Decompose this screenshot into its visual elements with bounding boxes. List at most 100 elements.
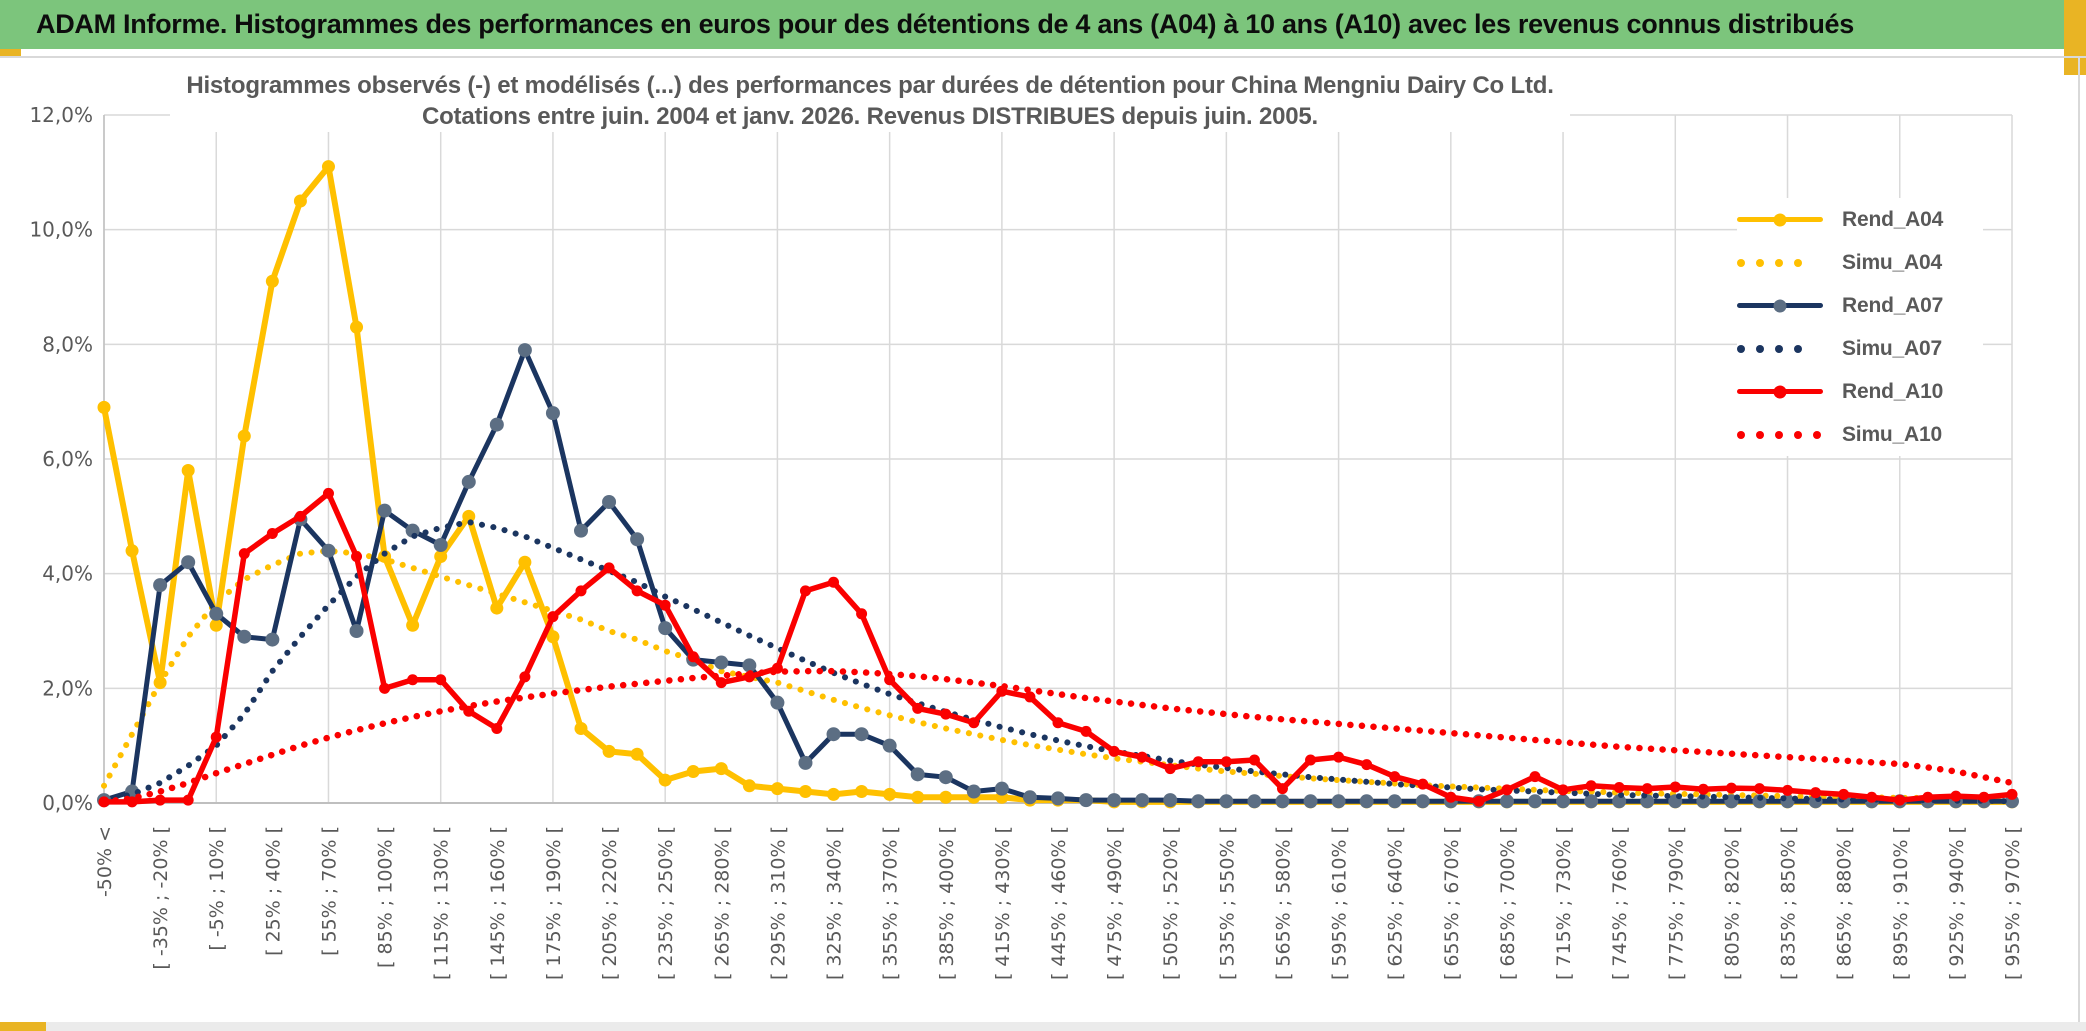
series-marker-rend_a10 <box>407 674 419 686</box>
series-marker-rend_a10 <box>1080 725 1092 737</box>
series-marker-rend_a07 <box>321 543 336 558</box>
series-marker-rend_a10 <box>322 487 334 499</box>
x-axis-label: [ 355% ; 370% [ <box>880 826 902 980</box>
legend-item-simu_a07[interactable]: Simu_A07 <box>1737 327 1983 370</box>
series-marker-rend_a07 <box>630 532 645 547</box>
series-marker-rend_a07 <box>1107 793 1122 808</box>
series-marker-rend_a10 <box>1669 781 1681 793</box>
chart-legend: Rend_A04 Simu_A04 Rend_A07 Simu_A07 Rend_A10… <box>1737 198 1983 456</box>
series-marker-rend_a10 <box>715 677 727 689</box>
series-marker-rend_a10 <box>491 722 503 734</box>
x-axis-label: [ 25% ; 40% [ <box>262 826 284 956</box>
legend-line-icon <box>1737 299 1832 312</box>
series-marker-rend_a07 <box>377 503 392 518</box>
series-marker-rend_a07 <box>826 727 841 742</box>
series-marker-rend_a10 <box>1529 771 1541 783</box>
series-marker-rend_a10 <box>828 576 840 588</box>
series-marker-rend_a10 <box>1108 745 1120 757</box>
x-axis-label: [ 175% ; 190% [ <box>543 826 565 980</box>
series-marker-rend_a04 <box>827 787 841 801</box>
series-marker-rend_a07 <box>517 343 532 358</box>
series-marker-rend_a07 <box>1051 791 1065 806</box>
series-marker-rend_a07 <box>1022 790 1037 805</box>
series-marker-rend_a07 <box>602 495 617 509</box>
series-marker-rend_a07 <box>966 784 981 799</box>
series-marker-rend_a10 <box>1753 783 1765 795</box>
series-marker-rend_a10 <box>912 702 924 714</box>
series-marker-rend_a07 <box>1556 794 1571 809</box>
x-axis-label: [ 565% ; 580% [ <box>1272 826 1294 980</box>
x-axis-label: -50% < <box>94 826 116 897</box>
legend-item-simu_a10[interactable]: Simu_A10 <box>1737 413 1983 456</box>
series-marker-rend_a04 <box>237 429 251 443</box>
horizontal-scrollbar-thumb[interactable] <box>0 1022 46 1031</box>
series-marker-rend_a10 <box>1248 754 1260 766</box>
series-marker-rend_a07 <box>1528 794 1542 809</box>
x-axis-label: [ 895% ; 910% [ <box>1890 826 1912 980</box>
legend-dots-icon <box>1737 344 1832 353</box>
legend-item-rend_a04[interactable]: Rend_A04 <box>1737 198 1983 241</box>
y-axis-label: 10,0% <box>29 218 93 242</box>
x-axis-label: [ 775% ; 790% [ <box>1665 826 1687 980</box>
series-marker-rend_a10 <box>1894 794 1906 806</box>
series-marker-rend_a10 <box>1136 751 1148 763</box>
legend-dots-icon <box>1737 258 1832 267</box>
series-marker-rend_a04 <box>321 160 335 174</box>
series-marker-rend_a04 <box>293 194 307 208</box>
x-axis-label: [ 85% ; 100% [ <box>375 826 397 968</box>
series-marker-rend_a07 <box>742 658 757 673</box>
series-marker-rend_a10 <box>856 608 868 620</box>
series-marker-rend_a04 <box>462 509 476 523</box>
series-marker-rend_a07 <box>658 621 673 636</box>
series-marker-rend_a10 <box>1697 783 1709 795</box>
y-axis-label: 8,0% <box>42 332 93 356</box>
x-axis-label: [ 205% ; 220% [ <box>599 826 621 980</box>
legend-item-rend_a07[interactable]: Rend_A07 <box>1737 284 1983 327</box>
series-marker-rend_a07 <box>1303 794 1318 809</box>
series-marker-rend_a07 <box>798 755 813 770</box>
series-marker-rend_a04 <box>939 790 953 804</box>
x-axis-label: [ 745% ; 760% [ <box>1609 826 1631 980</box>
legend-item-simu_a04[interactable]: Simu_A04 <box>1737 241 1983 284</box>
series-marker-rend_a07 <box>461 474 476 489</box>
series-marker-rend_a04 <box>855 785 869 799</box>
legend-label: Simu_A07 <box>1842 336 1942 360</box>
x-axis-label: [ -35% ; -20% [ <box>150 826 172 970</box>
series-marker-rend_a07 <box>265 632 280 647</box>
horizontal-scrollbar-track[interactable] <box>0 1022 2086 1031</box>
series-marker-rend_a04 <box>602 744 616 758</box>
x-axis-label: [ 685% ; 700% [ <box>1497 826 1519 980</box>
series-marker-rend_a10 <box>1810 787 1822 799</box>
series-marker-rend_a07 <box>1219 794 1234 809</box>
series-marker-rend_a10 <box>799 585 811 597</box>
series-dotted-simu_a04 <box>101 547 2015 802</box>
legend-label: Rend_A10 <box>1842 379 1944 403</box>
series-marker-rend_a07 <box>938 770 953 785</box>
x-axis-label: [ 55% ; 70% [ <box>318 826 340 956</box>
series-marker-rend_a07 <box>349 624 364 638</box>
x-axis-label: [ 385% ; 400% [ <box>936 826 958 980</box>
series-marker-rend_a10 <box>266 528 278 540</box>
series-marker-rend_a10 <box>1585 780 1597 792</box>
series-marker-rend_a10 <box>351 550 363 562</box>
legend-item-rend_a10[interactable]: Rend_A10 <box>1737 370 1983 413</box>
series-marker-rend_a10 <box>519 671 531 683</box>
series-marker-rend_a10 <box>2006 788 2018 800</box>
series-marker-rend_a07 <box>545 406 560 421</box>
series-marker-rend_a10 <box>575 585 587 597</box>
x-axis-label: [ 115% ; 130% [ <box>431 826 453 980</box>
series-marker-rend_a10 <box>1333 751 1345 763</box>
series-marker-rend_a10 <box>294 510 306 522</box>
right-border-line <box>2078 57 2080 1022</box>
series-marker-rend_a07 <box>994 781 1009 796</box>
series-marker-rend_a10 <box>1950 790 1962 802</box>
x-axis-label: [ 445% ; 460% [ <box>1048 826 1070 980</box>
series-marker-rend_a10 <box>631 585 643 597</box>
series-marker-rend_a07 <box>153 578 168 593</box>
series-marker-rend_a07 <box>1163 793 1178 808</box>
series-marker-rend_a10 <box>1305 754 1317 766</box>
series-marker-rend_a10 <box>547 611 559 623</box>
series-marker-rend_a07 <box>854 727 869 742</box>
